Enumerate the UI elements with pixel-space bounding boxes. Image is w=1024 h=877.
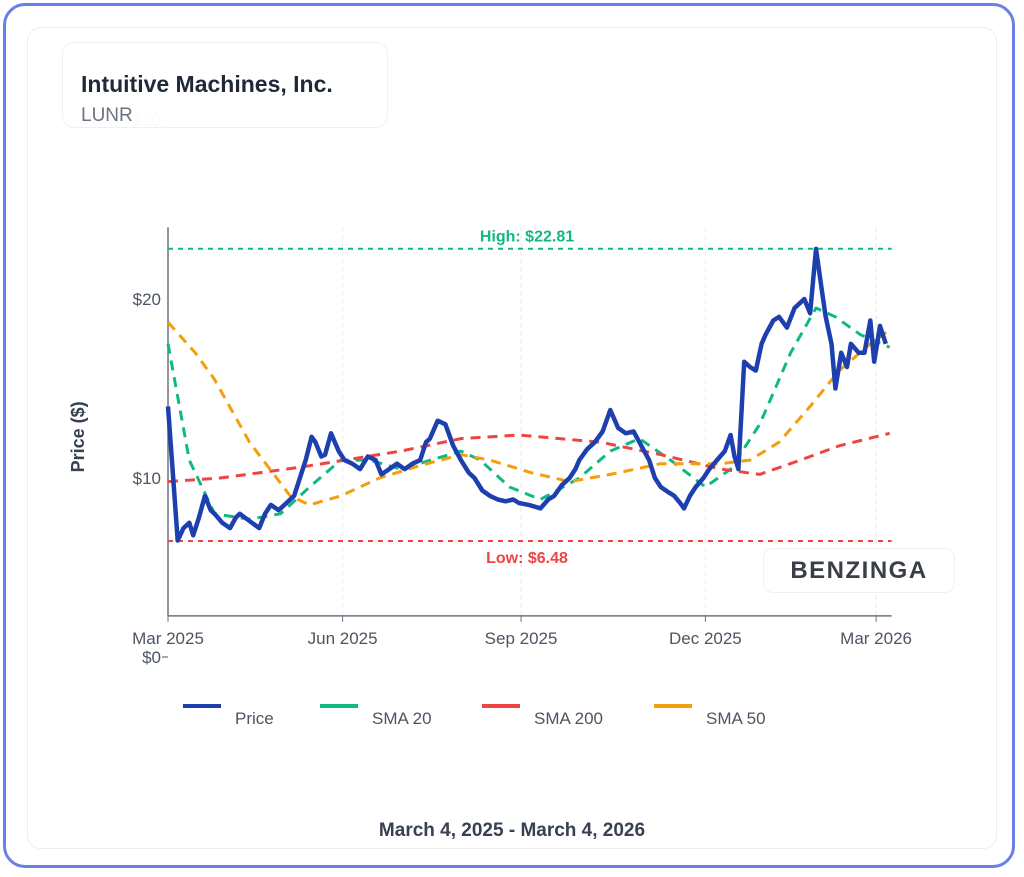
outer-frame	[3, 3, 1015, 868]
company-name: Intuitive Machines, Inc.	[81, 71, 333, 97]
x-tick-label: Jun 2025	[308, 629, 378, 648]
x-tick-label: Mar 2025	[132, 629, 204, 648]
benzinga-watermark: BENZINGA	[763, 548, 955, 593]
legend-label: SMA 20	[372, 709, 432, 728]
x-tick-label: Mar 2026	[840, 629, 912, 648]
y-axis-title: Price ($)	[68, 401, 88, 472]
series-line-sma-50	[166, 321, 889, 507]
ticker-symbol: LUNR	[81, 105, 133, 126]
y-tick-label: $20	[133, 290, 161, 309]
series-line-sma-20	[166, 306, 891, 521]
x-tick-label: Sep 2025	[485, 629, 558, 648]
legend-label: Price	[235, 709, 274, 728]
series-line-price	[165, 246, 888, 543]
chart-card	[27, 27, 997, 849]
low-label: Low: $6.48	[486, 550, 568, 567]
y-tick-label: $10	[133, 469, 161, 488]
y-tick-label: $0	[142, 648, 161, 667]
x-tick-label: Dec 2025	[669, 629, 742, 648]
title-card: Intuitive Machines, Inc. LUNR	[62, 42, 388, 128]
date-range: March 4, 2025 - March 4, 2026	[378, 820, 646, 841]
series-line-sma-200	[167, 431, 891, 484]
legend-label: SMA 50	[706, 709, 766, 728]
high-label: High: $22.81	[480, 229, 574, 246]
legend-label: SMA 200	[534, 709, 603, 728]
